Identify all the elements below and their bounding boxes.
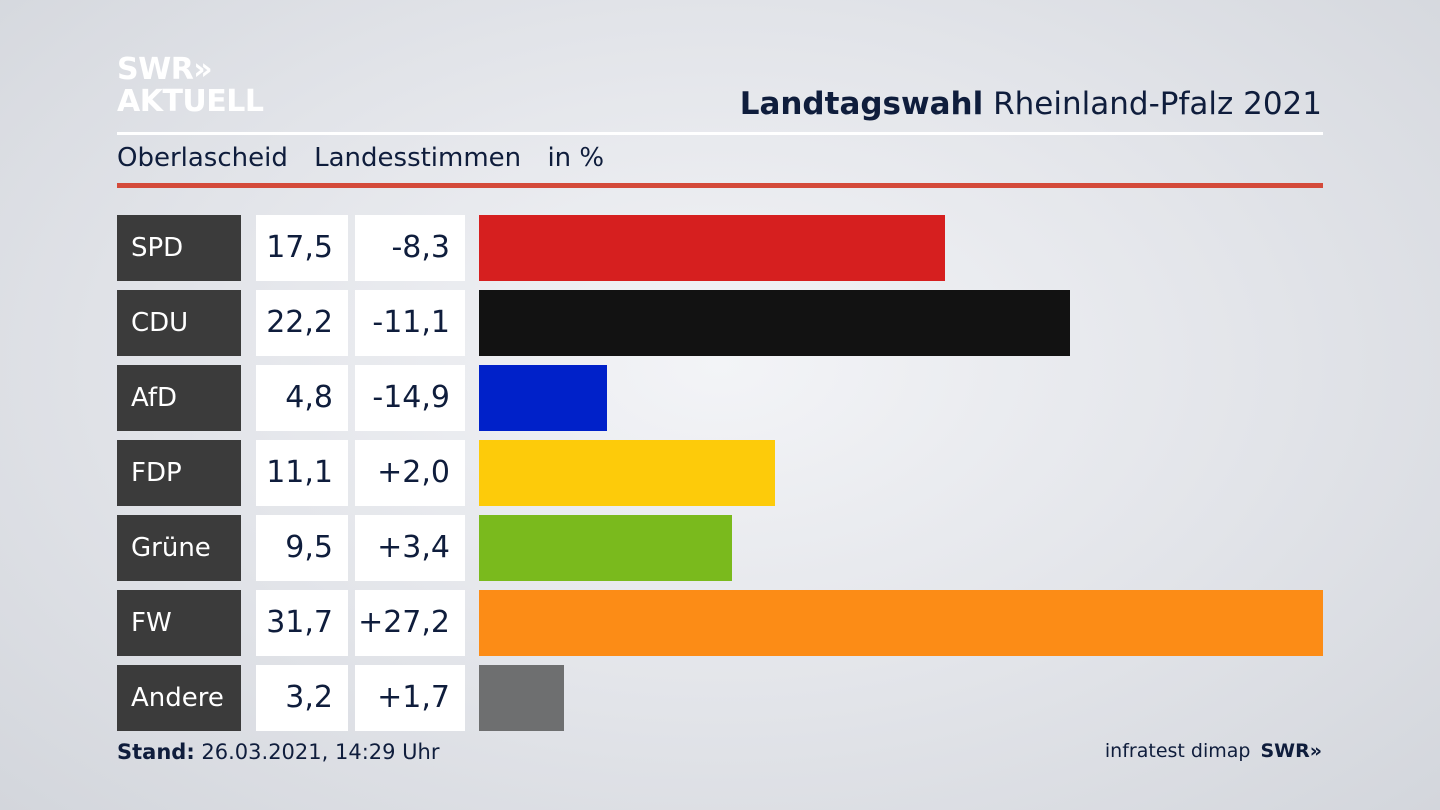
bar-row: SPD 17,5 -8,3	[117, 215, 1323, 281]
bar-row: Grüne 9,5 +3,4	[117, 515, 1323, 581]
logo-line-2: AKTUELL	[117, 84, 264, 119]
bar-row: AfD 4,8 -14,9	[117, 365, 1323, 431]
change-label: +1,7	[355, 665, 465, 731]
page-title: Landtagswahl Rheinland-Pfalz 2021	[740, 86, 1322, 122]
change-label: +27,2	[355, 590, 465, 656]
party-label: SPD	[117, 215, 241, 281]
accent-divider	[117, 183, 1323, 188]
bar-row: FDP 11,1 +2,0	[117, 440, 1323, 506]
change-label: -11,1	[355, 290, 465, 356]
vote-share-label: 17,5	[256, 215, 348, 281]
bar	[479, 440, 775, 506]
party-label: FW	[117, 590, 241, 656]
bar	[479, 515, 732, 581]
vote-share-label: 3,2	[256, 665, 348, 731]
change-label: -8,3	[355, 215, 465, 281]
stand-label: Stand:	[117, 740, 195, 764]
timestamp: Stand: 26.03.2021, 14:29 Uhr	[117, 740, 440, 764]
source-credit: infratest dimap SWR»	[1105, 740, 1322, 762]
source-name: infratest dimap	[1104, 740, 1251, 762]
bar	[479, 665, 564, 731]
party-label: Grüne	[117, 515, 241, 581]
subheader-unit: in %	[547, 143, 605, 173]
change-label: +2,0	[355, 440, 465, 506]
subheader: Oberlascheid Landesstimmen in %	[117, 143, 622, 173]
bar	[479, 590, 1323, 656]
party-label: AfD	[117, 365, 241, 431]
swr-aktuell-logo: SWR» AKTUELL	[117, 54, 264, 118]
vote-share-label: 22,2	[256, 290, 348, 356]
subheader-place: Oberlascheid	[117, 143, 288, 173]
bar	[479, 215, 945, 281]
title-rest: Rheinland-Pfalz 2021	[983, 86, 1322, 122]
party-label: Andere	[117, 665, 241, 731]
title-bold: Landtagswahl	[739, 86, 984, 122]
party-label: FDP	[117, 440, 241, 506]
bar-row: Andere 3,2 +1,7	[117, 665, 1323, 731]
header-divider	[117, 132, 1323, 135]
bar-row: FW 31,7 +27,2	[117, 590, 1323, 656]
stand-value: 26.03.2021, 14:29 Uhr	[194, 740, 440, 764]
swr-small-logo: SWR»	[1260, 740, 1322, 762]
subheader-type: Landesstimmen	[314, 143, 522, 173]
bar-row: CDU 22,2 -11,1	[117, 290, 1323, 356]
logo-line-1: SWR»	[117, 52, 213, 87]
change-label: -14,9	[355, 365, 465, 431]
vote-share-label: 4,8	[256, 365, 348, 431]
bar	[479, 290, 1070, 356]
vote-share-label: 9,5	[256, 515, 348, 581]
vote-share-label: 31,7	[256, 590, 348, 656]
bar	[479, 365, 607, 431]
vote-share-label: 11,1	[256, 440, 348, 506]
party-label: CDU	[117, 290, 241, 356]
change-label: +3,4	[355, 515, 465, 581]
